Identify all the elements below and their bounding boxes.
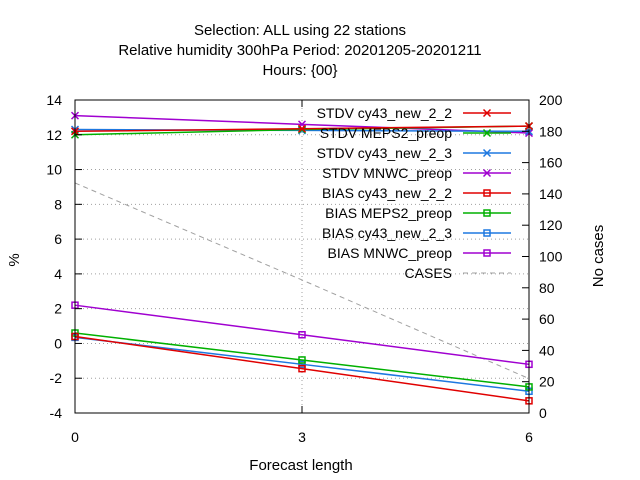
series-cases <box>74 182 530 380</box>
y2-tick-label: 20 <box>539 374 555 390</box>
legend-label: BIAS MEPS2_preop <box>325 205 452 221</box>
data-point <box>482 128 492 138</box>
legend-label: STDV MEPS2_preop <box>320 125 452 141</box>
data-point-stroke <box>482 148 492 158</box>
y-tick-label: 10 <box>46 162 62 178</box>
title-line: Selection: ALL using 22 stations <box>194 22 406 39</box>
legend-label: BIAS cy43_new_2_2 <box>322 185 452 201</box>
x-tick-label: 0 <box>71 429 79 445</box>
data-point <box>298 356 306 364</box>
y2-tick-label: 0 <box>539 405 547 421</box>
series-line <box>74 335 530 402</box>
legend-item: STDV MNWC_preop <box>322 165 511 181</box>
y-tick-label: 6 <box>54 231 62 247</box>
data-point <box>483 189 491 197</box>
legend: STDV cy43_new_2_2 STDV MEPS2_preop STDV cy… <box>317 105 511 281</box>
y-tick-label: 4 <box>54 266 62 282</box>
series-line <box>74 304 530 366</box>
y2-tick-label: 160 <box>539 155 563 171</box>
y-tick-label: 14 <box>46 92 62 108</box>
y-tick-label: -2 <box>50 370 63 386</box>
y2-axis-label: No cases <box>590 225 607 288</box>
legend-label: BIAS cy43_new_2_3 <box>322 225 452 241</box>
y2-tick-label: 180 <box>539 123 563 139</box>
y-tick-label: 8 <box>54 196 62 212</box>
data-point-stroke <box>482 168 492 178</box>
series-line <box>74 332 530 388</box>
legend-item: BIAS cy43_new_2_3 <box>322 225 511 241</box>
data-point <box>483 249 491 257</box>
data-point <box>483 229 491 237</box>
data-point <box>482 148 492 158</box>
y-tick-label: -4 <box>50 405 63 421</box>
y-axis-label: % <box>6 253 23 266</box>
data-point <box>297 124 307 133</box>
y2-tick-label: 140 <box>539 186 563 202</box>
data-point-stroke <box>297 124 307 133</box>
legend-item: STDV MEPS2_preop <box>320 125 511 141</box>
series-line <box>74 182 530 380</box>
axis-ticks: -4-2024681012140204060801001201401601802… <box>46 92 562 445</box>
data-point-stroke <box>482 128 492 138</box>
y2-tick-label: 100 <box>539 249 563 265</box>
y-tick-label: 12 <box>46 127 62 143</box>
legend-item: CASES <box>405 265 511 281</box>
legend-item: STDV cy43_new_2_2 <box>317 105 511 121</box>
legend-item: BIAS MNWC_preop <box>328 245 511 261</box>
y2-tick-label: 80 <box>539 280 555 296</box>
legend-label: STDV cy43_new_2_3 <box>317 145 453 161</box>
title-line: Hours: {00} <box>262 62 337 79</box>
legend-item: BIAS cy43_new_2_2 <box>322 185 511 201</box>
x-axis-label: Forecast length <box>249 457 352 474</box>
y2-tick-label: 200 <box>539 92 563 108</box>
chart-title: Selection: ALL using 22 stations Relative… <box>118 22 481 79</box>
data-point <box>483 209 491 217</box>
y-tick-label: 2 <box>54 301 62 317</box>
legend-item: STDV cy43_new_2_3 <box>317 145 511 161</box>
legend-label: BIAS MNWC_preop <box>328 245 453 261</box>
data-point <box>482 108 492 118</box>
series-line <box>74 336 530 393</box>
y2-tick-label: 60 <box>539 311 555 327</box>
title-line: Relative humidity 300hPa Period: 2020120… <box>118 42 481 59</box>
legend-label: CASES <box>405 265 452 281</box>
data-point <box>298 331 306 339</box>
series-layer <box>70 111 534 405</box>
x-tick-label: 3 <box>298 429 306 445</box>
legend-label: STDV cy43_new_2_2 <box>317 105 453 121</box>
data-point <box>298 364 306 373</box>
y-tick-label: 0 <box>54 335 62 351</box>
x-tick-label: 6 <box>525 429 533 445</box>
data-point <box>298 360 306 369</box>
legend-item: BIAS MEPS2_preop <box>325 205 511 221</box>
y2-tick-label: 120 <box>539 217 563 233</box>
data-point-stroke <box>482 108 492 118</box>
y2-tick-label: 40 <box>539 342 555 358</box>
data-point <box>482 168 492 178</box>
legend-label: STDV MNWC_preop <box>322 165 452 181</box>
